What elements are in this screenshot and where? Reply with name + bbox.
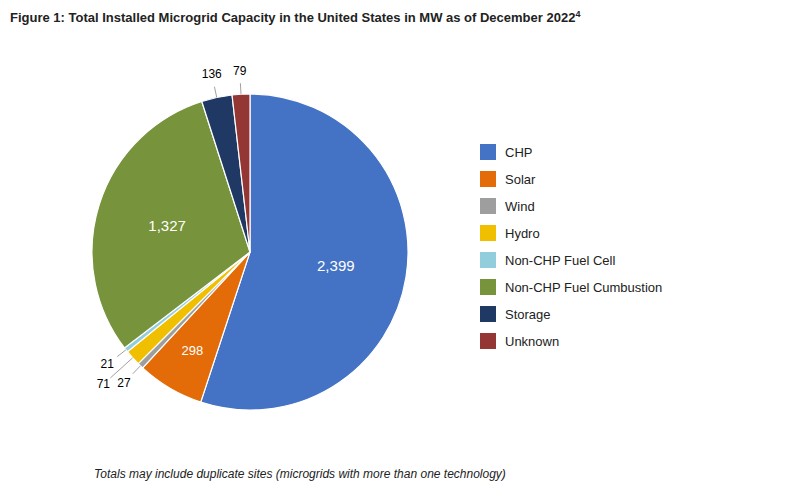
legend-swatch xyxy=(480,333,496,349)
legend-swatch xyxy=(480,225,496,241)
legend-swatch xyxy=(480,171,496,187)
legend-swatch xyxy=(480,198,496,214)
legend: CHP Solar Wind Hydro Non-CHP Fuel Cell Non-CH… xyxy=(480,144,662,349)
data-labels: 2,399 298 27 71 21 1,327 136 79 xyxy=(97,64,355,392)
leader-line xyxy=(214,87,216,98)
legend-label: Storage xyxy=(505,307,551,322)
data-label: 136 xyxy=(202,67,222,81)
legend-label: CHP xyxy=(505,145,532,160)
pie xyxy=(92,94,408,410)
leader-line xyxy=(117,350,126,357)
data-label: 27 xyxy=(117,376,131,390)
leader-line xyxy=(240,83,242,94)
legend-swatch xyxy=(480,279,496,295)
data-label: 298 xyxy=(181,343,203,358)
legend-label: Non-CHP Fuel Cumbustion xyxy=(505,280,662,295)
footnote: Totals may include duplicate sites (micr… xyxy=(94,467,506,481)
legend-swatch xyxy=(480,306,496,322)
data-label: 79 xyxy=(233,64,247,78)
legend-label: Non-CHP Fuel Cell xyxy=(505,253,615,268)
data-label: 21 xyxy=(101,357,115,371)
title-line: Figure 1: Total Installed Microgrid Capa… xyxy=(10,9,580,25)
data-label: 2,399 xyxy=(317,257,355,274)
legend-label: Wind xyxy=(505,199,535,214)
pie-slice xyxy=(232,94,250,252)
legend-label: Hydro xyxy=(505,226,540,241)
data-label: 1,327 xyxy=(148,217,186,234)
leader-line xyxy=(133,366,141,374)
data-label: 71 xyxy=(97,377,111,391)
background xyxy=(0,0,790,488)
legend-swatch xyxy=(480,144,496,160)
chart: Figure 1: Total Installed Microgrid Capa… xyxy=(0,0,790,488)
title-superscript: 4 xyxy=(575,9,580,19)
legend-label: Solar xyxy=(505,172,536,187)
legend-swatch xyxy=(480,252,496,268)
legend-label: Unknown xyxy=(505,334,559,349)
title: Figure 1: Total Installed Microgrid Capa… xyxy=(10,10,575,25)
